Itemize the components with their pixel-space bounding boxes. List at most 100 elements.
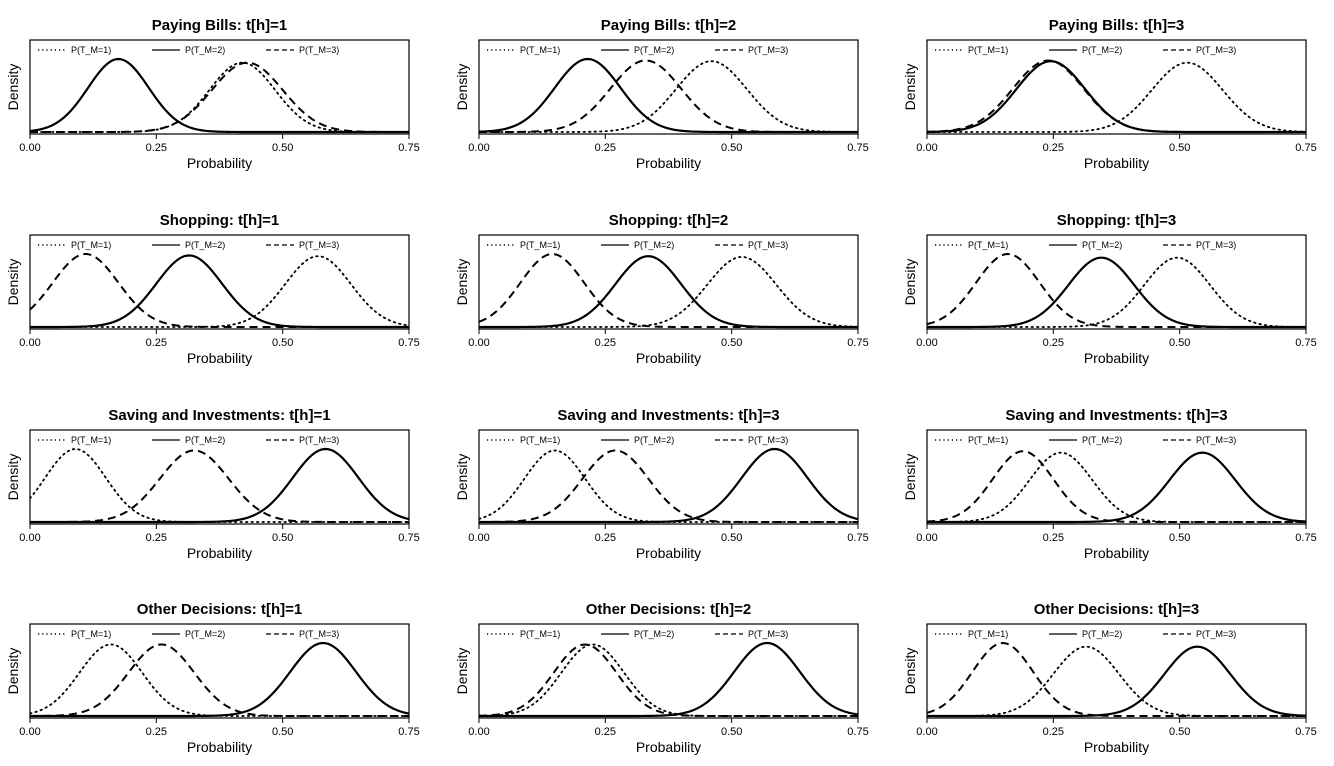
plot-frame [29, 234, 410, 330]
x-tick-label: 0.25 [1043, 532, 1064, 544]
chart-title: Shopping: t[h]=2 [609, 212, 729, 229]
x-tick-label: 0.25 [1043, 726, 1064, 738]
chart-title: Paying Bills: t[h]=2 [601, 17, 736, 34]
legend-label: P(T_M=1) [71, 629, 111, 639]
x-axis-label: Probability [636, 739, 701, 755]
x-axis-label: Probability [1084, 545, 1149, 561]
x-tick-label: 0.00 [916, 142, 937, 154]
y-axis-label: Density [5, 648, 21, 695]
x-tick-label: 0.75 [847, 532, 868, 544]
x-tick-label: 0.75 [398, 142, 419, 154]
x-tick-label: 0.75 [847, 726, 868, 738]
x-tick-label: 0.25 [1043, 142, 1064, 154]
legend-label: P(T_M=1) [71, 240, 111, 250]
x-tick-label: 0.25 [1043, 337, 1064, 349]
x-tick-label: 0.50 [1169, 532, 1190, 544]
x-tick-label: 0.50 [721, 142, 742, 154]
plot-frame [478, 234, 859, 330]
legend-label: P(T_M=1) [968, 435, 1008, 445]
plot-frame [926, 39, 1307, 135]
legend-label: P(T_M=1) [968, 629, 1008, 639]
plot-frame [478, 623, 859, 719]
y-axis-label: Density [902, 259, 918, 306]
x-tick-label: 0.50 [272, 726, 293, 738]
x-tick-label: 0.50 [721, 337, 742, 349]
plot-frame [926, 234, 1307, 330]
density-curve-dotted [479, 256, 858, 328]
density-curve-solid [479, 255, 858, 329]
y-axis-label: Density [454, 64, 470, 111]
density-curve-dotted [927, 451, 1306, 523]
chart-title: Saving and Investments: t[h]=3 [557, 407, 779, 424]
x-tick-label: 0.00 [19, 726, 40, 738]
legend-label: P(T_M=1) [968, 45, 1008, 55]
chart-panel: Shopping: t[h]=2 Density 0.00 0.25 0.50 0.75 P… [454, 212, 869, 366]
density-curve-solid [479, 641, 858, 718]
x-axis-label: Probability [636, 155, 701, 171]
plot-frame [926, 623, 1307, 719]
density-curve-solid [30, 254, 409, 329]
y-axis-label: Density [5, 454, 21, 501]
legend-label: P(T_M=3) [299, 45, 339, 55]
y-axis-label: Density [454, 454, 470, 501]
plot-frame [29, 39, 410, 135]
legend-label: P(T_M=2) [634, 629, 674, 639]
x-tick-label: 0.75 [1295, 142, 1316, 154]
y-axis-label: Density [902, 648, 918, 695]
density-curve-solid [927, 645, 1306, 718]
legend-label: P(T_M=1) [520, 240, 560, 250]
x-tick-label: 0.00 [916, 726, 937, 738]
x-tick-label: 0.75 [398, 726, 419, 738]
x-axis-label: Probability [187, 545, 252, 561]
x-axis-label: Probability [187, 350, 252, 366]
legend-label: P(T_M=2) [185, 240, 225, 250]
x-tick-label: 0.25 [146, 337, 167, 349]
density-curve-solid [479, 447, 858, 524]
x-tick-label: 0.50 [272, 532, 293, 544]
x-tick-label: 0.25 [146, 142, 167, 154]
plot-frame [926, 429, 1307, 525]
density-curve-dashed [479, 252, 858, 328]
density-curve-dotted [30, 61, 409, 133]
x-tick-label: 0.25 [595, 726, 616, 738]
density-curve-dashed [927, 252, 1306, 328]
chart-panel: Other Decisions: t[h]=3 Density 0.00 0.25 0.… [902, 601, 1317, 755]
chart-panel: Paying Bills: t[h]=3 Density 0.00 0.25 0.50 0… [902, 17, 1317, 171]
chart-title: Saving and Investments: t[h]=1 [108, 407, 330, 424]
density-curve-dashed [30, 61, 409, 133]
legend-label: P(T_M=1) [71, 435, 111, 445]
legend-label: P(T_M=1) [520, 435, 560, 445]
chart-title: Shopping: t[h]=3 [1057, 212, 1177, 229]
chart-panel: Other Decisions: t[h]=1 Density 0.00 0.25 0.… [5, 601, 420, 755]
chart-panel: Paying Bills: t[h]=2 Density 0.00 0.25 0.50 0… [454, 17, 869, 171]
legend-label: P(T_M=3) [299, 435, 339, 445]
legend-label: P(T_M=3) [748, 240, 788, 250]
x-tick-label: 0.00 [468, 142, 489, 154]
density-curve-dashed [927, 450, 1306, 523]
x-tick-label: 0.25 [595, 142, 616, 154]
legend-label: P(T_M=3) [299, 629, 339, 639]
legend-label: P(T_M=2) [1082, 240, 1122, 250]
x-tick-label: 0.50 [721, 532, 742, 544]
x-tick-label: 0.00 [468, 337, 489, 349]
density-curve-dotted [30, 255, 409, 328]
density-curve-solid [927, 451, 1306, 524]
legend-label: P(T_M=2) [634, 240, 674, 250]
legend-label: P(T_M=3) [1196, 240, 1236, 250]
y-axis-label: Density [902, 454, 918, 501]
density-curve-dashed [927, 59, 1306, 133]
x-tick-label: 0.00 [916, 532, 937, 544]
legend-label: P(T_M=1) [520, 629, 560, 639]
density-curve-dotted [30, 448, 409, 523]
plot-frame [29, 623, 410, 719]
legend-label: P(T_M=2) [1082, 629, 1122, 639]
y-axis-label: Density [454, 648, 470, 695]
x-tick-label: 0.50 [272, 337, 293, 349]
legend-label: P(T_M=3) [748, 435, 788, 445]
x-tick-label: 0.00 [916, 337, 937, 349]
density-curve-dashed [30, 253, 409, 328]
density-curve-dashed [30, 643, 409, 717]
x-tick-label: 0.50 [272, 142, 293, 154]
x-tick-label: 0.25 [146, 532, 167, 544]
chart-title: Other Decisions: t[h]=3 [1034, 601, 1199, 618]
